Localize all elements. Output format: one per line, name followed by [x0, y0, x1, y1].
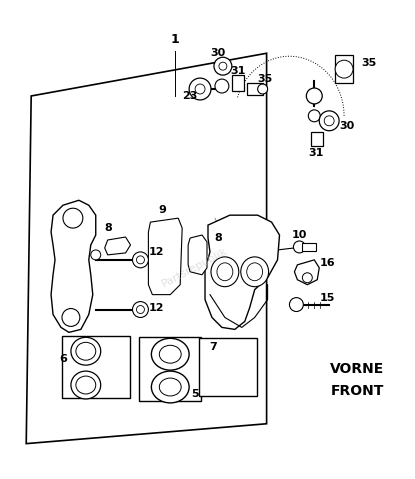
Ellipse shape [76, 376, 96, 394]
Bar [232, 75, 244, 91]
Text: VORNE: VORNE [330, 362, 384, 376]
Text: 16: 16 [320, 258, 335, 268]
Bar [199, 338, 256, 396]
Text: 7: 7 [209, 342, 217, 352]
Text: Partsrepublik: Partsrepublik [161, 246, 229, 289]
Text: FRONT: FRONT [330, 384, 384, 398]
Circle shape [189, 78, 211, 100]
Circle shape [195, 84, 205, 94]
Circle shape [319, 111, 339, 131]
Ellipse shape [151, 371, 189, 403]
Circle shape [303, 273, 312, 283]
Polygon shape [105, 237, 131, 255]
Circle shape [308, 110, 320, 122]
Bar [311, 132, 323, 146]
Ellipse shape [241, 257, 269, 287]
Text: 12: 12 [149, 303, 164, 312]
Text: 1: 1 [171, 33, 180, 46]
Bar [303, 243, 316, 251]
Ellipse shape [71, 337, 101, 365]
Ellipse shape [211, 257, 239, 287]
Circle shape [137, 256, 144, 264]
Circle shape [214, 57, 232, 75]
Circle shape [293, 241, 305, 253]
Polygon shape [149, 218, 182, 295]
Circle shape [215, 79, 229, 93]
Circle shape [137, 306, 144, 313]
Circle shape [91, 250, 101, 260]
Polygon shape [51, 200, 96, 332]
Ellipse shape [217, 263, 233, 281]
Text: 30: 30 [339, 121, 355, 131]
Text: 15: 15 [320, 293, 335, 303]
Circle shape [289, 297, 303, 311]
Ellipse shape [258, 84, 268, 94]
Text: 9: 9 [159, 205, 166, 215]
Text: 31: 31 [230, 66, 246, 76]
Text: 5: 5 [191, 389, 199, 399]
Circle shape [132, 302, 149, 318]
Text: 23: 23 [183, 91, 198, 101]
Text: 31: 31 [309, 148, 324, 158]
Polygon shape [26, 53, 266, 444]
Circle shape [335, 60, 353, 78]
Polygon shape [294, 260, 319, 285]
Text: 8: 8 [105, 223, 112, 233]
Ellipse shape [151, 338, 189, 370]
Bar [335, 55, 353, 83]
Ellipse shape [76, 342, 96, 360]
Circle shape [324, 116, 334, 126]
Text: 8: 8 [214, 233, 222, 243]
Circle shape [219, 62, 227, 70]
Circle shape [63, 208, 83, 228]
Text: 35: 35 [257, 74, 272, 84]
Ellipse shape [247, 263, 263, 281]
Ellipse shape [159, 345, 181, 363]
Bar [139, 337, 201, 401]
Ellipse shape [159, 378, 181, 396]
Text: 12: 12 [149, 247, 164, 257]
Text: 6: 6 [59, 354, 67, 364]
Polygon shape [205, 215, 280, 330]
Ellipse shape [71, 371, 101, 399]
Polygon shape [188, 235, 207, 275]
Text: 30: 30 [210, 48, 226, 58]
Bar [247, 83, 263, 95]
Text: 10: 10 [292, 230, 307, 240]
Text: 35: 35 [361, 58, 376, 68]
Bar [62, 336, 129, 398]
Circle shape [306, 88, 322, 104]
Circle shape [132, 252, 149, 268]
Circle shape [62, 308, 80, 326]
